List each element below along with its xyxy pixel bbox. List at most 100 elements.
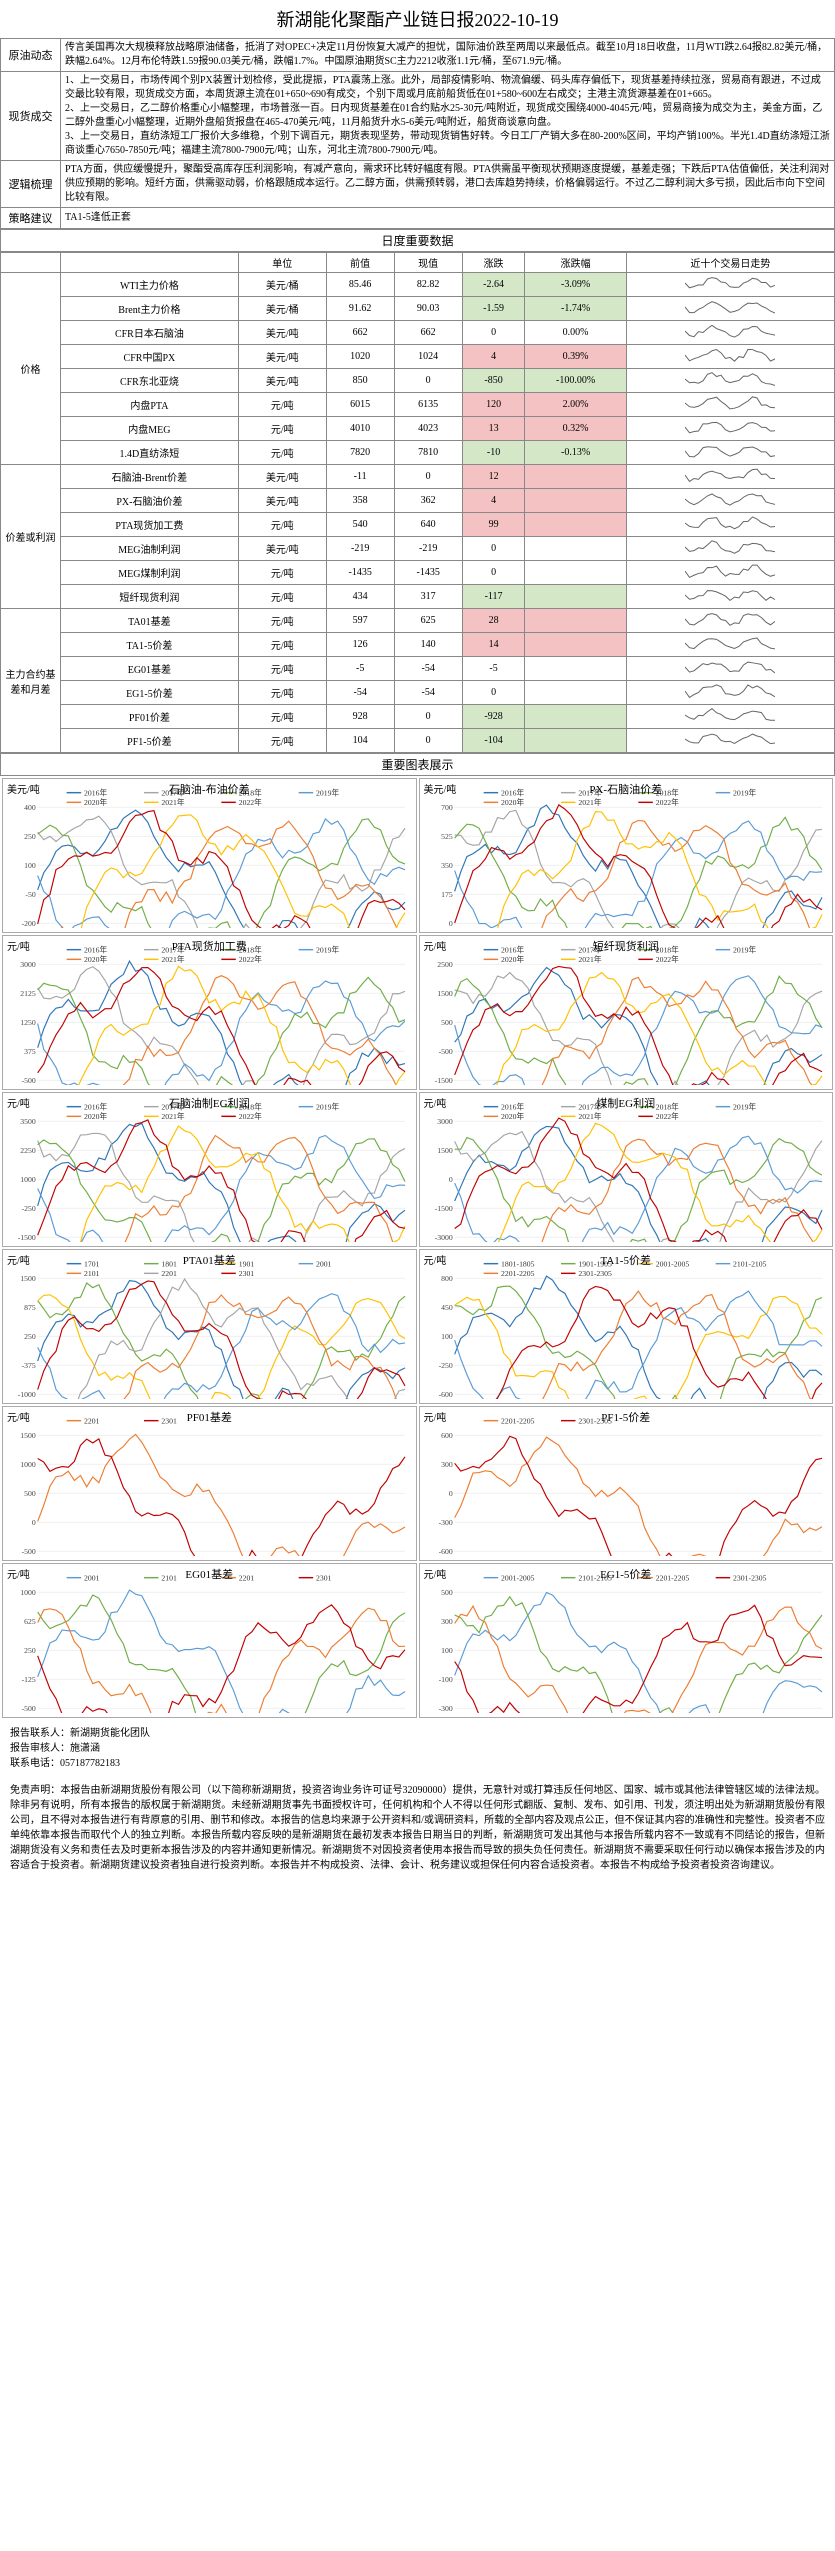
chart: 美元/吨 石脑油-布油价差 2016年2017年2018年2019年2020年2… bbox=[2, 778, 417, 933]
summary-text: TA1-5逢低正套 bbox=[61, 208, 835, 229]
contact-line: 报告审核人：施潇涵 bbox=[10, 1741, 825, 1756]
svg-text:2500: 2500 bbox=[437, 960, 453, 969]
col-header: 单位 bbox=[238, 253, 326, 273]
svg-text:2022年: 2022年 bbox=[239, 797, 262, 807]
summary-text: 1、上一交易日，市场传闻个别PX装置计划检修，受此提振，PTA震荡上涨。此外，局… bbox=[61, 72, 835, 161]
svg-text:-1000: -1000 bbox=[18, 1390, 36, 1399]
chart: 元/吨 TA1-5价差 1801-18051901-19052001-20052… bbox=[419, 1249, 834, 1404]
svg-text:-1500: -1500 bbox=[434, 1204, 452, 1213]
svg-text:-500: -500 bbox=[22, 1704, 36, 1713]
svg-text:625: 625 bbox=[24, 1617, 36, 1626]
data-cell: -1.59 bbox=[462, 297, 525, 321]
data-cell: 0.32% bbox=[525, 417, 626, 441]
data-cell bbox=[525, 561, 626, 585]
data-cell: TA1-5价差 bbox=[61, 633, 239, 657]
svg-text:1500: 1500 bbox=[437, 1146, 453, 1155]
col-header: 现值 bbox=[394, 253, 462, 273]
data-cell: 12 bbox=[462, 465, 525, 489]
chart-title: PF01基差 bbox=[3, 1409, 416, 1425]
group-head: 主力合约基差和月差 bbox=[1, 609, 61, 753]
data-cell: -928 bbox=[462, 705, 525, 729]
data-cell: -104 bbox=[462, 729, 525, 753]
data-cell: 85.46 bbox=[326, 273, 394, 297]
group-head: 价差或利润 bbox=[1, 465, 61, 609]
svg-text:1500: 1500 bbox=[437, 989, 453, 998]
svg-text:350: 350 bbox=[441, 861, 453, 870]
data-cell: CFR日本石脑油 bbox=[61, 321, 239, 345]
data-cell: 662 bbox=[394, 321, 462, 345]
data-table: 单位前值现值涨跌涨跌幅近十个交易日走势 价格WTI主力价格美元/桶85.4682… bbox=[0, 252, 835, 753]
data-cell: -54 bbox=[326, 681, 394, 705]
data-cell: 6135 bbox=[394, 393, 462, 417]
svg-text:2125: 2125 bbox=[20, 989, 36, 998]
data-cell: 元/吨 bbox=[238, 561, 326, 585]
chart-title: PX-石脑油价差 bbox=[420, 781, 833, 797]
svg-text:500: 500 bbox=[441, 1588, 453, 1597]
data-cell: 1020 bbox=[326, 345, 394, 369]
sparkline-cell bbox=[626, 345, 834, 369]
summary-text: 传言美国再次大规模释放战略原油储备，抵消了对OPEC+决定11月份恢复大减产的担… bbox=[61, 39, 835, 72]
data-cell: EG1-5价差 bbox=[61, 681, 239, 705]
sparkline-cell bbox=[626, 489, 834, 513]
data-cell: -54 bbox=[394, 681, 462, 705]
chart-title: PTA现货加工费 bbox=[3, 938, 416, 954]
svg-text:2101: 2101 bbox=[84, 1269, 100, 1278]
data-cell: 0 bbox=[394, 729, 462, 753]
data-cell bbox=[525, 633, 626, 657]
group-head: 价格 bbox=[1, 273, 61, 465]
svg-text:2201-2205: 2201-2205 bbox=[501, 1269, 535, 1278]
data-cell: 元/吨 bbox=[238, 657, 326, 681]
svg-text:800: 800 bbox=[441, 1274, 453, 1283]
svg-text:2201: 2201 bbox=[161, 1269, 177, 1278]
svg-text:3000: 3000 bbox=[20, 960, 36, 969]
svg-text:250: 250 bbox=[24, 1332, 36, 1341]
svg-text:2022年: 2022年 bbox=[655, 954, 678, 964]
svg-text:300: 300 bbox=[441, 1617, 453, 1626]
svg-text:2020年: 2020年 bbox=[84, 954, 107, 964]
data-cell: 90.03 bbox=[394, 297, 462, 321]
data-cell: EG01基差 bbox=[61, 657, 239, 681]
chart: 元/吨 PF01基差 22012301 150010005000-500 bbox=[2, 1406, 417, 1561]
data-cell: MEG煤制利润 bbox=[61, 561, 239, 585]
data-cell: -219 bbox=[394, 537, 462, 561]
chart-title: PTA01基差 bbox=[3, 1252, 416, 1268]
data-cell: 0 bbox=[462, 561, 525, 585]
col-header: 前值 bbox=[326, 253, 394, 273]
svg-text:300: 300 bbox=[441, 1460, 453, 1469]
chart: 元/吨 煤制EG利润 2016年2017年2018年2019年2020年2021… bbox=[419, 1092, 834, 1247]
svg-text:2022年: 2022年 bbox=[239, 954, 262, 964]
svg-text:100: 100 bbox=[24, 861, 36, 870]
data-cell: -219 bbox=[326, 537, 394, 561]
svg-text:2022年: 2022年 bbox=[655, 797, 678, 807]
svg-text:-600: -600 bbox=[438, 1390, 452, 1399]
data-cell bbox=[525, 513, 626, 537]
data-cell: 元/吨 bbox=[238, 705, 326, 729]
data-cell: 元/吨 bbox=[238, 513, 326, 537]
svg-text:2301: 2301 bbox=[239, 1269, 255, 1278]
svg-text:875: 875 bbox=[24, 1303, 36, 1312]
svg-text:2020年: 2020年 bbox=[84, 1111, 107, 1121]
data-cell: 元/吨 bbox=[238, 417, 326, 441]
sparkline-cell bbox=[626, 729, 834, 753]
svg-text:100: 100 bbox=[441, 1332, 453, 1341]
data-cell: 99 bbox=[462, 513, 525, 537]
chart: 元/吨 短纤现货利润 2016年2017年2018年2019年2020年2021… bbox=[419, 935, 834, 1090]
data-cell bbox=[525, 537, 626, 561]
data-cell: 美元/吨 bbox=[238, 321, 326, 345]
data-cell bbox=[525, 489, 626, 513]
data-cell: 6015 bbox=[326, 393, 394, 417]
data-cell: PX-石脑油价差 bbox=[61, 489, 239, 513]
data-cell: 美元/吨 bbox=[238, 489, 326, 513]
data-cell: 13 bbox=[462, 417, 525, 441]
data-cell: 120 bbox=[462, 393, 525, 417]
col-header: 近十个交易日走势 bbox=[626, 253, 834, 273]
data-cell: 4 bbox=[462, 489, 525, 513]
data-cell bbox=[525, 729, 626, 753]
svg-text:400: 400 bbox=[24, 803, 36, 812]
data-cell: 362 bbox=[394, 489, 462, 513]
data-cell: 元/吨 bbox=[238, 729, 326, 753]
data-cell: PF1-5价差 bbox=[61, 729, 239, 753]
data-cell: 7820 bbox=[326, 441, 394, 465]
data-cell: 928 bbox=[326, 705, 394, 729]
svg-text:2020年: 2020年 bbox=[501, 954, 524, 964]
